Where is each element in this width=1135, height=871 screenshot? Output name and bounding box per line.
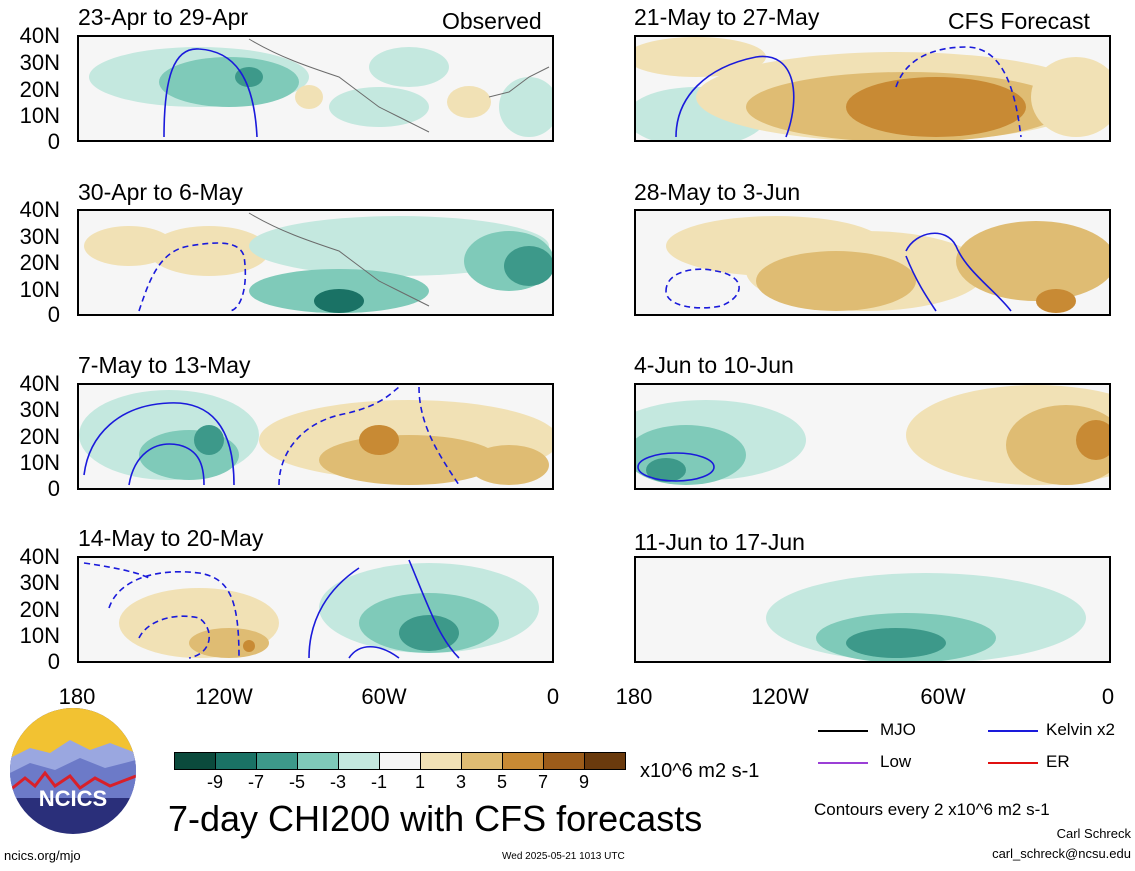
- y-tick: 20N: [19, 424, 60, 449]
- colorbar-cell: [421, 753, 462, 769]
- timestamp: Wed 2025-05-21 1013 UTC: [502, 851, 625, 862]
- map-panel-fc-4: [634, 556, 1111, 663]
- y-tick: 20N: [19, 77, 60, 102]
- x-tick-left-0: 0: [546, 684, 560, 709]
- y-tick: 40N: [19, 23, 60, 48]
- panel-title-obs-2: 30-Apr to 6-May: [78, 179, 243, 205]
- colorbar-cell: [544, 753, 585, 769]
- colorbar-cell: [503, 753, 544, 769]
- map-panel-obs-1: [77, 35, 554, 142]
- map-panel-obs-2: [77, 209, 554, 316]
- colorbar: [174, 752, 626, 770]
- colorbar-tick: -1: [370, 772, 387, 792]
- x-tick-left-60w: 60W: [361, 684, 407, 709]
- email: carl_schreck@ncsu.edu: [992, 846, 1131, 861]
- colorbar-cell: [339, 753, 380, 769]
- y-tick: 10N: [19, 277, 60, 302]
- low-label: Low: [880, 752, 912, 771]
- forecast-label: CFS Forecast: [948, 8, 1090, 34]
- panel-title-fc-2: 28-May to 3-Jun: [634, 179, 801, 205]
- panel-title-obs-3: 7-May to 13-May: [78, 352, 251, 378]
- panel-title-obs-4: 14-May to 20-May: [78, 525, 264, 551]
- map-panel-obs-3: [77, 383, 554, 490]
- mjo-line: [818, 730, 868, 732]
- y-tick: 30N: [19, 397, 60, 422]
- contour-note: Contours every 2 x10^6 m2 s-1: [814, 800, 1050, 819]
- y-tick: 30N: [19, 224, 60, 249]
- colorbar-tick: -9: [206, 772, 223, 792]
- kelvin-line: [988, 730, 1038, 732]
- x-tick-right-180: 180: [615, 684, 653, 709]
- colorbar-cell: [585, 753, 625, 769]
- colorbar-cell: [175, 753, 216, 769]
- panel-title-obs-1: 23-Apr to 29-Apr: [78, 4, 249, 30]
- logo-text: NCICS: [38, 786, 108, 811]
- y-tick: 40N: [19, 197, 60, 222]
- map-panel-fc-1: [634, 35, 1111, 142]
- colorbar-tick: -3: [329, 772, 346, 792]
- colorbar-tick: -7: [247, 772, 264, 792]
- panel-title-fc-1: 21-May to 27-May: [634, 4, 820, 30]
- low-line: [818, 762, 868, 764]
- author: Carl Schreck: [1056, 826, 1131, 841]
- x-tick-right-60w: 60W: [920, 684, 966, 709]
- map-panel-obs-4: [77, 556, 554, 663]
- x-tick-left-180: 180: [58, 684, 96, 709]
- site-url: ncics.org/mjo: [4, 848, 81, 863]
- colorbar-cell: [380, 753, 421, 769]
- map-panel-fc-3: [634, 383, 1111, 490]
- mjo-label: MJO: [880, 720, 916, 739]
- y-tick: 30N: [19, 50, 60, 75]
- er-label: ER: [1046, 752, 1070, 771]
- y-tick: 10N: [19, 450, 60, 475]
- kelvin-label: Kelvin x2: [1046, 720, 1115, 739]
- ncics-logo: NCICS: [10, 708, 136, 834]
- y-tick: 30N: [19, 570, 60, 595]
- colorbar-tick: 9: [578, 772, 589, 792]
- panel-title-fc-3: 4-Jun to 10-Jun: [634, 352, 794, 378]
- colorbar-units: x10^6 m2 s-1: [640, 760, 760, 782]
- y-tick: 40N: [19, 544, 60, 569]
- y-tick: 0: [47, 649, 60, 674]
- y-tick: 20N: [19, 250, 60, 275]
- y-tick: 0: [47, 302, 60, 327]
- y-tick: 0: [47, 129, 60, 154]
- y-tick: 10N: [19, 623, 60, 648]
- x-tick-left-120w: 120W: [195, 684, 253, 709]
- y-tick: 0: [47, 476, 60, 501]
- colorbar-cell: [216, 753, 257, 769]
- y-tick: 20N: [19, 597, 60, 622]
- map-panel-fc-2: [634, 209, 1111, 316]
- colorbar-tick: 1: [414, 772, 425, 792]
- er-line: [988, 762, 1038, 764]
- x-tick-right-120w: 120W: [751, 684, 809, 709]
- main-title: 7-day CHI200 with CFS forecasts: [168, 798, 703, 839]
- observed-label: Observed: [442, 8, 542, 34]
- colorbar-tick: 7: [537, 772, 548, 792]
- x-tick-right-0: 0: [1101, 684, 1115, 709]
- colorbar-tick: 3: [455, 772, 466, 792]
- colorbar-tick: -5: [288, 772, 305, 792]
- y-tick: 40N: [19, 371, 60, 396]
- colorbar-cell: [462, 753, 503, 769]
- colorbar-cell: [257, 753, 298, 769]
- colorbar-cell: [298, 753, 339, 769]
- colorbar-tick: 5: [496, 772, 507, 792]
- panel-title-fc-4: 11-Jun to 17-Jun: [634, 529, 805, 555]
- y-tick: 10N: [19, 103, 60, 128]
